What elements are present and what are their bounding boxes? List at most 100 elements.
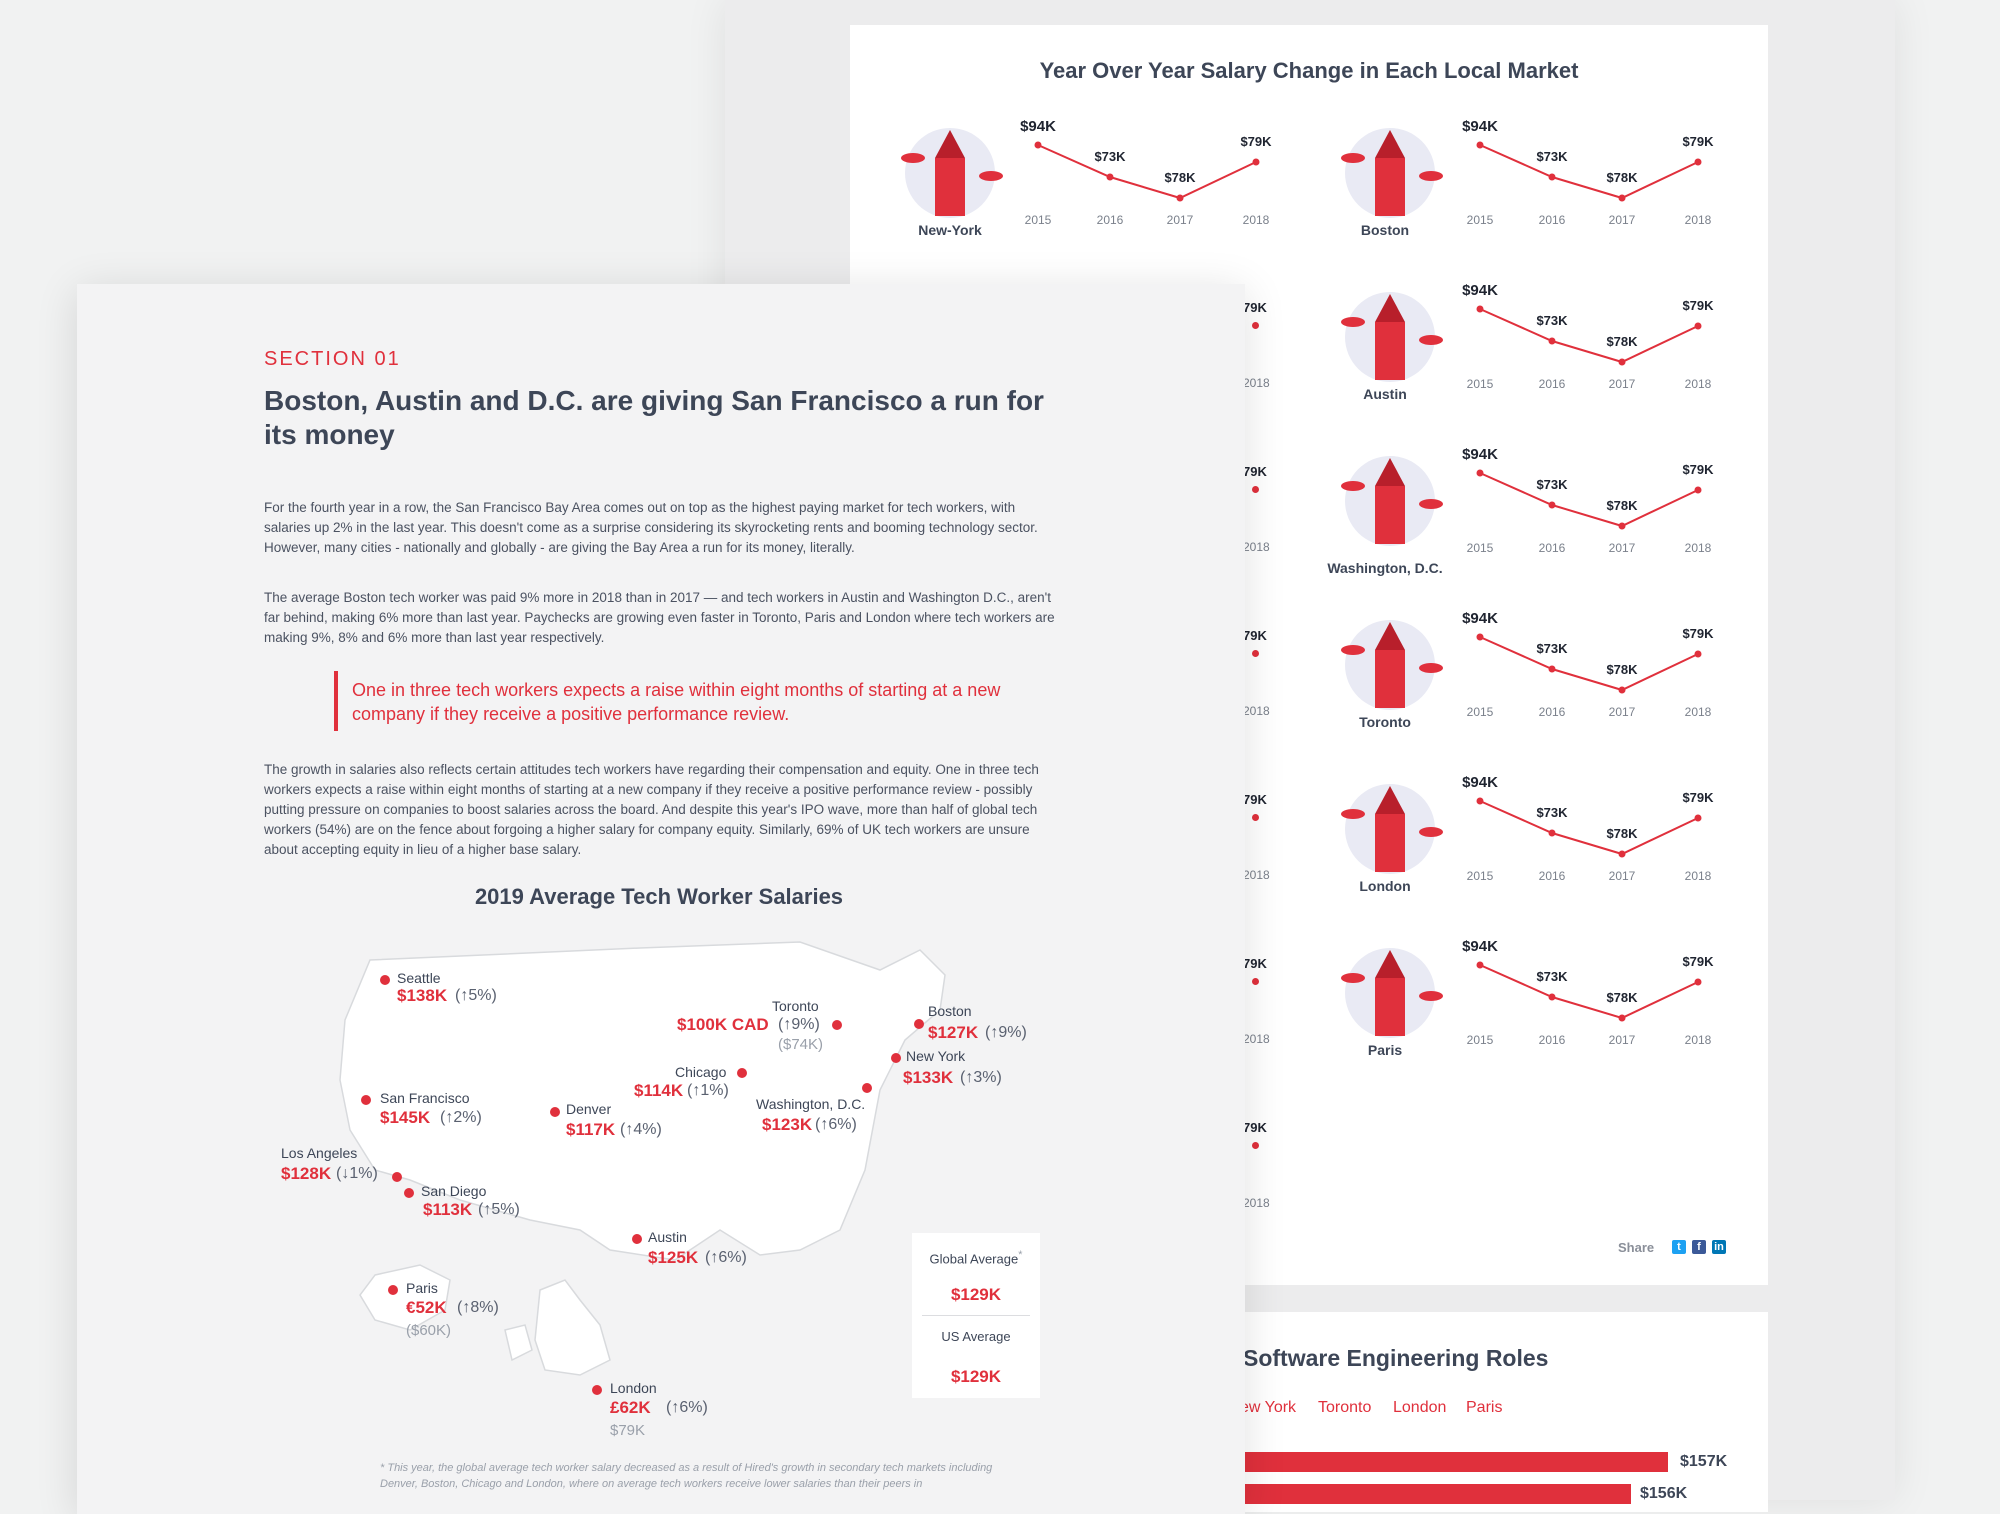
map-title: 2019 Average Tech Worker Salaries <box>474 884 844 909</box>
city-marker <box>832 1020 842 1030</box>
map-city-change: (↑4%) <box>620 1121 662 1138</box>
year-tick-2017: 2017 <box>1609 869 1636 883</box>
map-city-name: San Diego <box>421 1183 487 1199</box>
point-2015 <box>1034 141 1042 149</box>
map-city-salary: $117K <box>566 1120 616 1139</box>
partial-year-tick: 2018 <box>1243 704 1270 718</box>
value-label-2017: $78K <box>1606 662 1638 677</box>
point-2017 <box>1618 522 1626 530</box>
year-tick-2017: 2017 <box>1609 213 1636 227</box>
city-label: Washington, D.C. <box>1327 560 1443 576</box>
point-2015 <box>1476 797 1484 805</box>
map-city-salary: $133K <box>903 1068 954 1087</box>
sparkline-1: $94K 2015 $73K 2016 $78K 2017 $79K 2018 <box>1462 118 1714 227</box>
value-label-2015: $94K <box>1462 282 1498 299</box>
partial-year-tick: 2018 <box>1243 376 1270 390</box>
map-city-change: (↑6%) <box>705 1249 747 1266</box>
value-label-2015: $94K <box>1020 118 1056 135</box>
city-label: Toronto <box>1359 714 1411 730</box>
map-city-name: London <box>610 1380 657 1396</box>
year-tick-2018: 2018 <box>1685 377 1712 391</box>
point-2016 <box>1548 337 1556 345</box>
point-2015 <box>1476 961 1484 969</box>
point-2018 <box>1694 322 1702 330</box>
map-city-change: (↑1%) <box>687 1082 729 1099</box>
point-2017 <box>1176 194 1184 202</box>
tab-london[interactable]: London <box>1393 1399 1447 1416</box>
pull-quote: One in three tech workers expects a rais… <box>352 680 1001 724</box>
averages-divider <box>922 1315 1030 1316</box>
sparkline-2: $94K 2015 $73K 2016 $78K 2017 $79K 2018 <box>1462 282 1714 391</box>
map-city-name: Paris <box>406 1280 438 1296</box>
city-marker <box>891 1053 901 1063</box>
value-label-2016: $73K <box>1536 641 1568 656</box>
map-city-name: New York <box>906 1048 966 1064</box>
landmark-icon <box>1341 456 1443 546</box>
sparkline-path <box>1479 144 1699 200</box>
landmark-icon <box>1341 128 1443 218</box>
value-label-2017: $78K <box>1606 498 1638 513</box>
map-city-change: (↑5%) <box>455 987 497 1004</box>
year-tick-2015: 2015 <box>1025 213 1052 227</box>
year-tick-2017: 2017 <box>1609 541 1636 555</box>
partial-year-tick: 2018 <box>1243 868 1270 882</box>
map-city-salary: $100K CAD <box>677 1015 769 1034</box>
map-city-name: San Francisco <box>380 1090 470 1106</box>
map-city-change: (↑5%) <box>478 1201 520 1218</box>
point-2016 <box>1548 173 1556 181</box>
front-page <box>77 284 1245 1514</box>
linkedin-icon[interactable]: in <box>1712 1240 1726 1254</box>
sparkline-path <box>1479 964 1699 1020</box>
map-city-salary: $114K <box>634 1081 684 1100</box>
value-label-2016: $73K <box>1094 149 1126 164</box>
value-label-2018: $79K <box>1682 626 1714 641</box>
paragraph-3: The growth in salaries also reflects cer… <box>264 762 1039 857</box>
year-tick-2015: 2015 <box>1467 541 1494 555</box>
map-city-salary: $123K <box>762 1115 813 1134</box>
city-marker <box>392 1172 402 1182</box>
city-marker <box>862 1083 872 1093</box>
year-tick-2016: 2016 <box>1539 541 1566 555</box>
point-2017 <box>1618 850 1626 858</box>
twitter-icon[interactable]: t <box>1672 1240 1686 1254</box>
partial-point <box>1252 978 1259 985</box>
value-label-2017: $78K <box>1606 826 1638 841</box>
partial-point <box>1252 486 1259 493</box>
share-label: Share <box>1618 1240 1655 1255</box>
point-2018 <box>1694 650 1702 658</box>
point-2016 <box>1548 829 1556 837</box>
europe-map-shape <box>359 1264 451 1331</box>
point-2018 <box>1694 486 1702 494</box>
global-average-label: Global Average* <box>929 1249 1023 1267</box>
city-marker <box>361 1095 371 1105</box>
yoy-chart-title: Year Over Year Salary Change in Each Loc… <box>1039 58 1579 83</box>
city-marker <box>404 1188 414 1198</box>
partial-point <box>1252 814 1259 821</box>
tab-paris[interactable]: Paris <box>1466 1399 1503 1416</box>
point-2015 <box>1476 141 1484 149</box>
tab-toronto[interactable]: Toronto <box>1318 1399 1372 1416</box>
value-label-2018: $79K <box>1682 298 1714 313</box>
year-tick-2016: 2016 <box>1539 869 1566 883</box>
facebook-icon[interactable]: f <box>1692 1240 1706 1254</box>
point-2017 <box>1618 686 1626 694</box>
value-label-2015: $94K <box>1462 610 1498 627</box>
map-city-converted: ($74K) <box>778 1036 824 1053</box>
us-average-value: $129K <box>950 1367 1002 1386</box>
point-2017 <box>1618 194 1626 202</box>
tab-new-york[interactable]: ew York <box>1240 1399 1297 1416</box>
sparkline-path <box>1479 800 1699 856</box>
value-label-2018: $79K <box>1682 954 1714 969</box>
city-label: Austin <box>1363 386 1407 402</box>
map-city-change: (↑6%) <box>815 1116 857 1133</box>
value-label-2016: $73K <box>1536 149 1568 164</box>
year-tick-2016: 2016 <box>1539 705 1566 719</box>
year-tick-2015: 2015 <box>1467 213 1494 227</box>
map-city-change: (↑2%) <box>440 1109 482 1126</box>
map-city-change: (↑3%) <box>960 1069 1002 1086</box>
year-tick-2016: 2016 <box>1097 213 1124 227</box>
partial-year-tick: 2018 <box>1243 1032 1270 1046</box>
role-value-1: $157K <box>1680 1453 1728 1470</box>
value-label-2017: $78K <box>1606 990 1638 1005</box>
city-label: New-York <box>918 222 982 238</box>
